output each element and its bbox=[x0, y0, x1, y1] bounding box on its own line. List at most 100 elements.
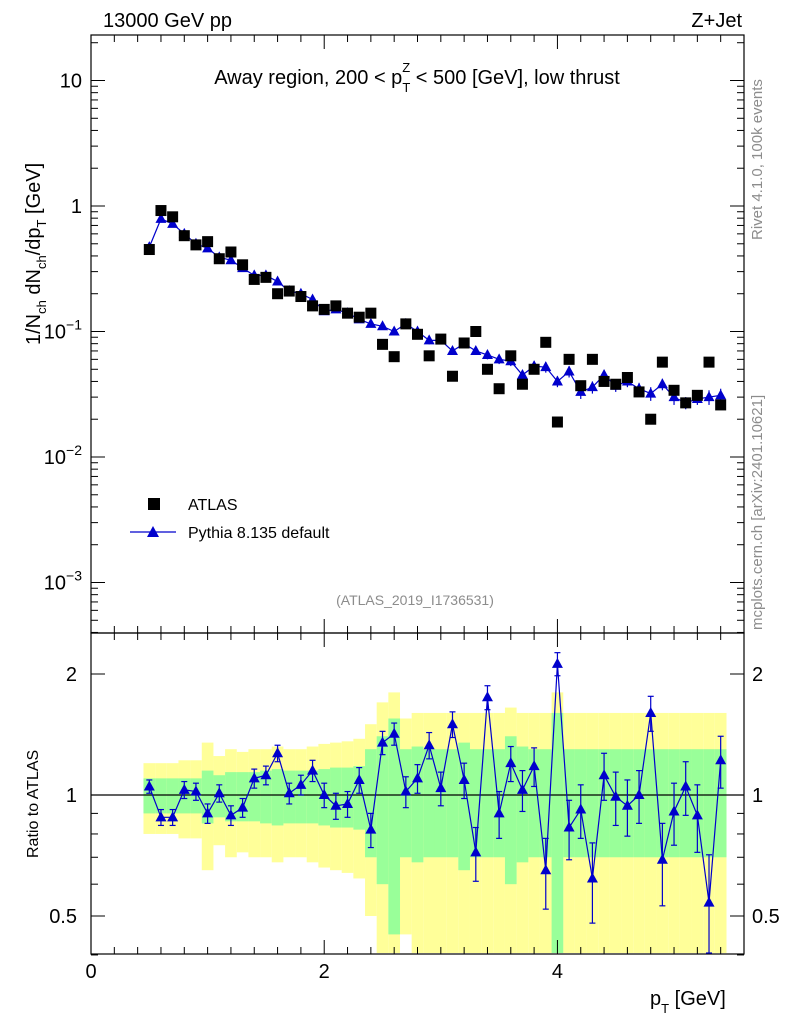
band-inner bbox=[703, 749, 715, 858]
y-tick-label: 1 bbox=[71, 196, 82, 218]
band-inner bbox=[423, 749, 435, 858]
pythia-line bbox=[148, 218, 721, 404]
atlas-point bbox=[365, 307, 377, 319]
band-inner bbox=[551, 712, 564, 953]
ratio-point bbox=[435, 782, 447, 793]
atlas-point bbox=[656, 356, 668, 368]
pythia-point bbox=[167, 217, 179, 228]
atlas-point bbox=[435, 333, 447, 345]
band-inner bbox=[236, 772, 249, 822]
ratio-y-tick-label-left: 0.5 bbox=[49, 906, 77, 928]
legend-atlas-marker bbox=[148, 498, 160, 510]
atlas-point bbox=[551, 416, 563, 428]
ratio-point bbox=[365, 823, 377, 834]
ratio-point bbox=[272, 747, 284, 758]
ratio-point bbox=[167, 811, 179, 822]
ratio-point bbox=[423, 739, 435, 750]
atlas-point bbox=[248, 273, 260, 285]
ratio-point bbox=[493, 807, 505, 818]
ratio-point bbox=[586, 872, 598, 883]
atlas-point bbox=[505, 350, 517, 362]
atlas-point bbox=[260, 271, 272, 283]
pythia-point bbox=[715, 389, 727, 400]
atlas-point bbox=[307, 300, 319, 312]
analysis-reference: (ATLAS_2019_I1736531) bbox=[336, 592, 494, 608]
legend: ATLAS Pythia 8.135 default bbox=[130, 497, 330, 542]
y-tick-label: 10−1 bbox=[44, 317, 82, 344]
ratio-point bbox=[283, 787, 295, 798]
ratio-point bbox=[575, 803, 587, 814]
atlas-point bbox=[283, 285, 295, 297]
pythia-point bbox=[470, 344, 482, 355]
band-inner bbox=[271, 769, 284, 826]
band-inner bbox=[446, 749, 459, 858]
pythia-point bbox=[446, 344, 458, 355]
atlas-point bbox=[621, 371, 633, 383]
atlas-point bbox=[388, 351, 400, 363]
pythia-point bbox=[516, 369, 528, 380]
band-inner bbox=[714, 749, 727, 858]
band-inner bbox=[260, 770, 272, 824]
pythia-point bbox=[493, 353, 505, 364]
atlas-point bbox=[598, 375, 610, 387]
atlas-point bbox=[691, 389, 703, 401]
pythia-point bbox=[202, 242, 214, 253]
atlas-point bbox=[400, 318, 412, 330]
ratio-point bbox=[248, 772, 260, 783]
ratio-point bbox=[353, 773, 365, 784]
band-inner bbox=[376, 736, 389, 885]
pythia-point bbox=[563, 365, 575, 376]
atlas-point bbox=[481, 363, 493, 375]
band-inner bbox=[481, 749, 494, 858]
ratio-point bbox=[412, 772, 423, 783]
ratio-point bbox=[505, 757, 517, 768]
pythia-point bbox=[540, 361, 552, 372]
band-inner bbox=[539, 749, 552, 858]
legend-atlas-label: ATLAS bbox=[188, 497, 238, 514]
pythia-point bbox=[481, 348, 493, 359]
band-inner bbox=[586, 749, 599, 858]
pythia-point bbox=[377, 320, 389, 331]
band-inner bbox=[458, 742, 470, 871]
ratio-point bbox=[446, 718, 458, 729]
atlas-point bbox=[237, 259, 249, 271]
band-inner bbox=[528, 749, 540, 858]
atlas-point bbox=[423, 350, 435, 362]
band-inner bbox=[353, 766, 366, 830]
band-inner bbox=[143, 778, 156, 814]
atlas-point bbox=[633, 386, 645, 398]
band-inner bbox=[295, 770, 307, 824]
header-left: 13000 GeV pp bbox=[103, 10, 232, 32]
ratio-y-tick-label-right: 0.5 bbox=[752, 906, 780, 928]
ratio-point bbox=[551, 657, 563, 668]
atlas-point bbox=[493, 383, 505, 395]
pythia-point bbox=[272, 275, 284, 286]
band-inner bbox=[469, 749, 482, 858]
atlas-point bbox=[645, 413, 657, 425]
band-inner bbox=[598, 749, 610, 858]
atlas-point bbox=[155, 205, 167, 217]
atlas-point bbox=[528, 363, 540, 375]
ratio-point bbox=[202, 807, 214, 818]
band-inner bbox=[656, 749, 669, 858]
atlas-point bbox=[213, 253, 225, 265]
pythia-point bbox=[365, 317, 377, 328]
y-tick-label: 10−2 bbox=[44, 442, 82, 469]
ratio-y-tick-label-left: 1 bbox=[66, 785, 77, 807]
axis-ticks: 0 2 4 10 1 10−1 10−2 10−3 2 2 1 1 0.5 0.5 bbox=[44, 35, 780, 983]
pythia-point bbox=[645, 387, 657, 398]
atlas-point bbox=[377, 338, 389, 350]
ratio-point bbox=[528, 760, 540, 771]
atlas-point bbox=[610, 378, 622, 390]
ratio-point bbox=[388, 727, 400, 738]
band-inner bbox=[388, 718, 401, 935]
atlas-point bbox=[190, 239, 202, 251]
ratio-point bbox=[155, 811, 167, 822]
ratio-point bbox=[598, 769, 610, 780]
legend-pythia-marker bbox=[147, 526, 159, 537]
atlas-point bbox=[703, 356, 715, 368]
data-marks bbox=[143, 205, 727, 954]
atlas-point bbox=[540, 336, 552, 348]
ratio-point bbox=[645, 706, 657, 717]
